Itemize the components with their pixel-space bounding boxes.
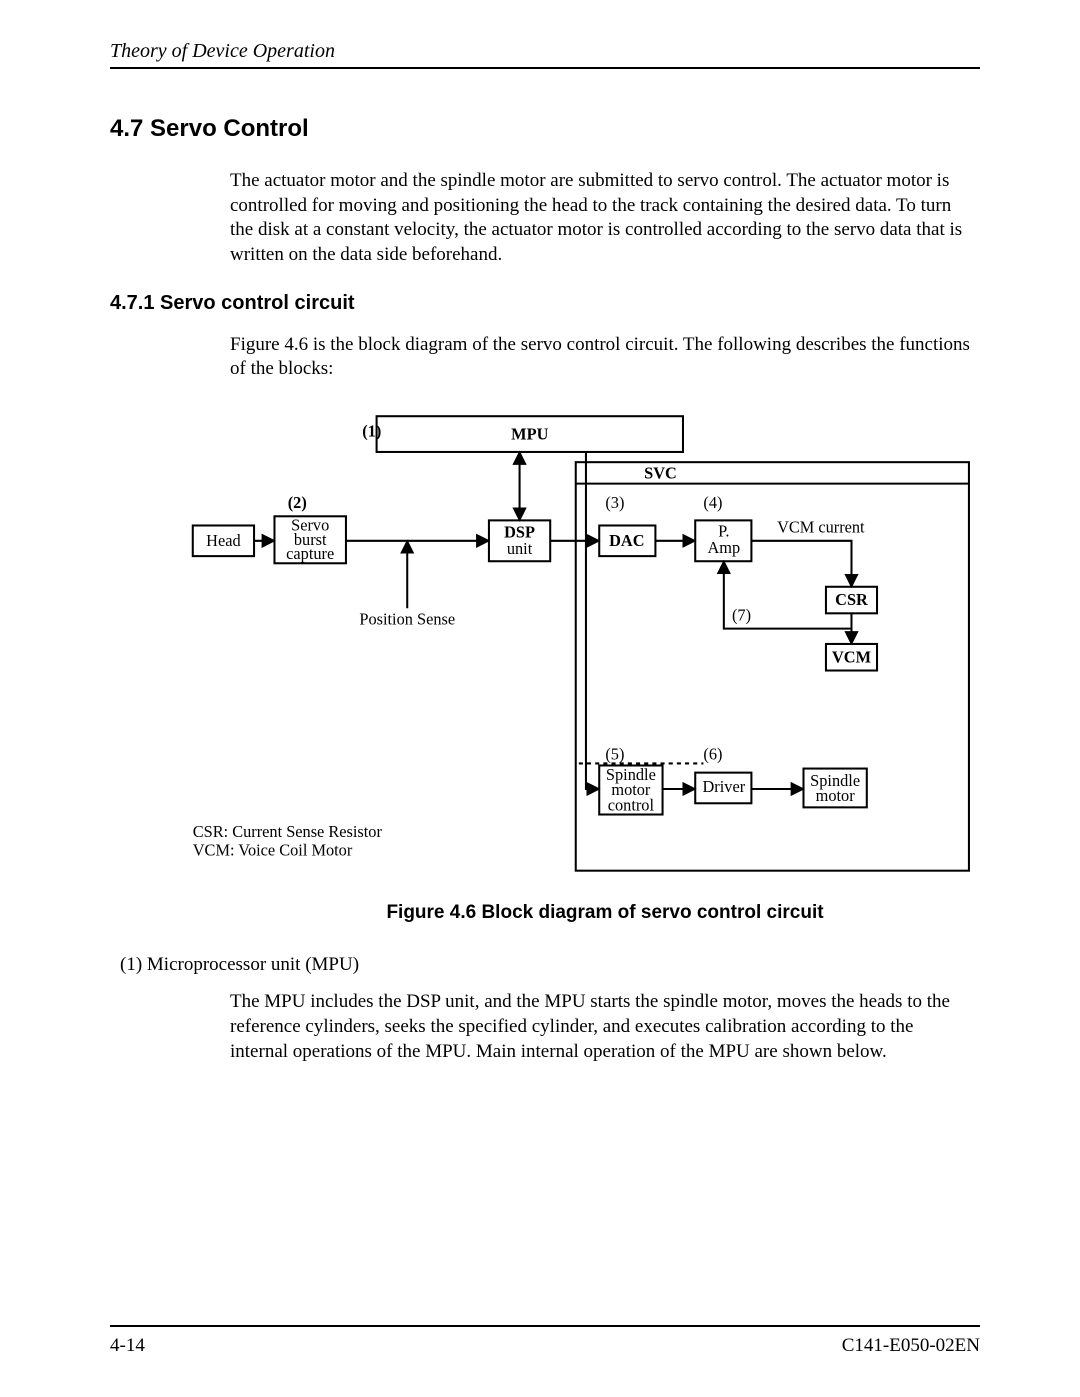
figure-block-diagram: MPU Head Servo burst capture DSP unit SV… [110,406,970,886]
num-2: (2) [288,493,307,512]
driver-label: Driver [703,777,746,796]
section-title: 4.7 Servo Control [110,115,980,143]
figure-caption: Figure 4.6 Block diagram of servo contro… [230,902,980,924]
dac-label: DAC [609,531,644,550]
intro-paragraph: The actuator motor and the spindle motor… [230,169,970,268]
spc-label-3: control [608,796,655,815]
num-4: (4) [703,493,722,512]
vcm-current-label: VCM current [777,518,865,537]
mpu-label: MPU [511,425,548,444]
dsp-label-2: unit [507,539,533,558]
num-6: (6) [703,744,722,763]
legend-csr: CSR: Current Sense Resistor [193,822,383,841]
running-header: Theory of Device Operation [110,40,980,69]
list-item-1-title: (1) Microprocessor unit (MPU) [120,954,980,976]
doc-number: C141-E050-02EN [842,1335,980,1357]
position-sense-label: Position Sense [359,610,455,629]
pamp-label-2: Amp [707,538,740,557]
list-item-1-body: The MPU includes the DSP unit, and the M… [230,990,970,1064]
page-footer: 4-14 C141-E050-02EN [110,1325,980,1357]
vcm-label: VCM [832,647,871,666]
servo-label-3: capture [286,544,334,563]
subsection-title: 4.7.1 Servo control circuit [110,292,980,315]
list-item-1-body-wrap: The MPU includes the DSP unit, and the M… [230,990,970,1064]
csr-label: CSR [835,590,868,609]
page-number: 4-14 [110,1335,145,1357]
num-5: (5) [605,744,624,763]
svc-label: SVC [644,464,677,483]
spm-label-2: motor [816,786,856,805]
num-1: (1) [362,422,381,441]
num-7: (7) [732,606,751,625]
legend-vcm: VCM: Voice Coil Motor [193,840,353,859]
subsection-body: Figure 4.6 is the block diagram of the s… [230,333,970,382]
subsection-paragraph: Figure 4.6 is the block diagram of the s… [230,333,970,382]
num-3: (3) [605,493,624,512]
servo-block-diagram-svg: MPU Head Servo burst capture DSP unit SV… [110,406,970,886]
page: Theory of Device Operation 4.7 Servo Con… [0,0,1080,1397]
section-body: The actuator motor and the spindle motor… [230,169,970,268]
head-label: Head [206,531,240,550]
